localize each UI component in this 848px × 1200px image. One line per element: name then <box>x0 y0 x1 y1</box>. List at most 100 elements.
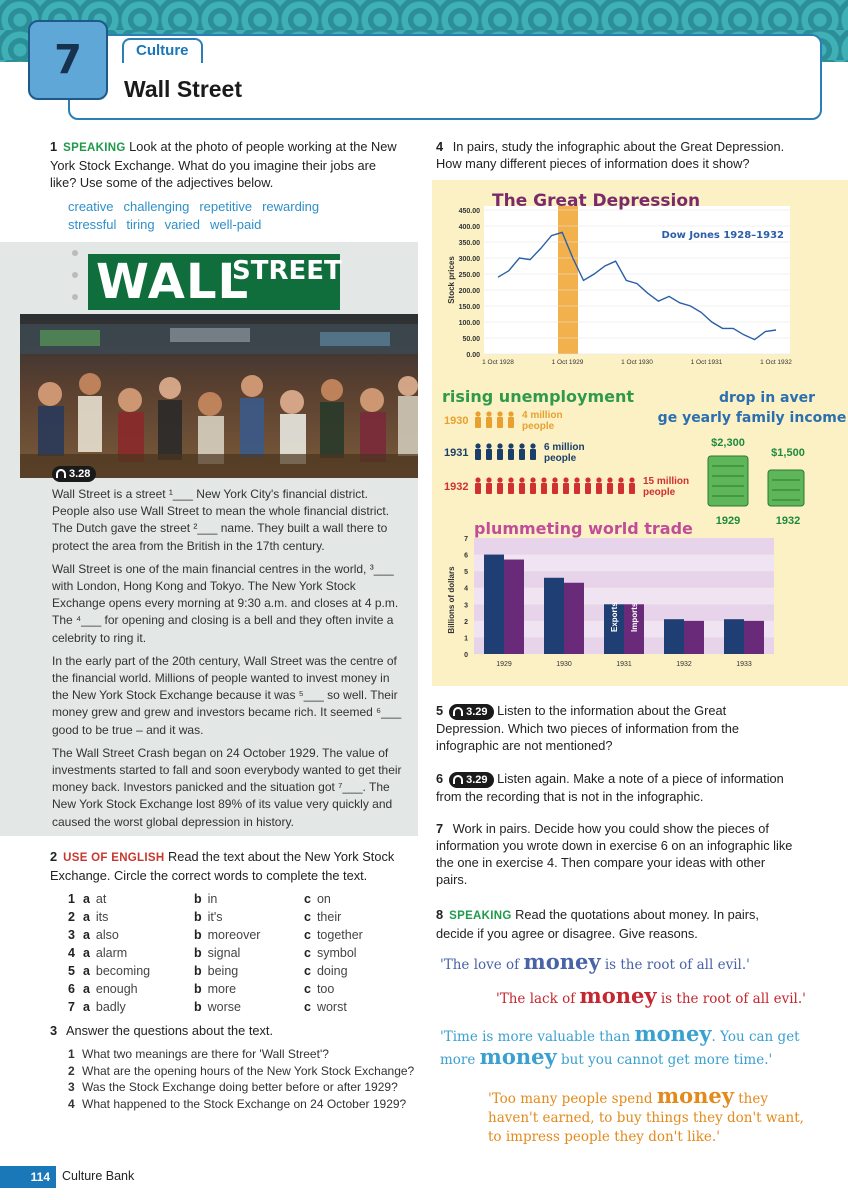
option-c[interactable]: c on <box>304 892 331 906</box>
exercise-instruction: In pairs, study the infographic about th… <box>436 139 785 171</box>
option-row: 5 a becoming b being c doing <box>68 962 408 980</box>
infographic-svg: 0.00 50.00 100.00 150.00 200.00 250.00 300.00 3… <box>442 191 846 668</box>
option-b[interactable]: b more <box>194 982 237 996</box>
exercise-number: 4 <box>436 139 444 154</box>
person-icon <box>519 443 525 460</box>
audio-track-badge[interactable]: 3.29 <box>449 704 494 720</box>
bar-chart-x-tick: 1930 <box>556 661 572 668</box>
option-b[interactable]: b being <box>194 964 239 978</box>
option-c[interactable]: c together <box>304 928 363 942</box>
bar-chart-x-tick: 1929 <box>496 661 512 668</box>
exercise-instruction: Read the quotations about money. In pair… <box>436 907 759 941</box>
person-icon <box>475 477 481 494</box>
exercise-2: 2 USE OF ENGLISH Read the text about the … <box>50 848 410 884</box>
exercise-number: 6 <box>436 771 444 786</box>
question-text: What are the opening hours of the New Yo… <box>82 1063 415 1078</box>
option-row: 4 a alarm b signal c symbol <box>68 944 408 962</box>
option-a[interactable]: 4 a alarm <box>68 946 128 960</box>
stock-prices-axis-label: Stock prices <box>447 256 456 304</box>
trade-bar-exports <box>484 554 504 654</box>
bar-chart-y-tick: 6 <box>464 553 468 560</box>
audio-track-number: 3.28 <box>69 468 91 480</box>
unemployment-year: 1931 <box>444 447 468 459</box>
bar-chart-y-tick: 1 <box>464 635 468 642</box>
adjective: challenging <box>123 199 190 214</box>
unemployment-label: 15 million <box>643 476 689 487</box>
person-icon <box>552 477 558 494</box>
trade-bar-exports <box>724 619 744 654</box>
line-chart-y-tick: 400.00 <box>459 224 481 231</box>
option-a[interactable]: 2 a its <box>68 910 109 924</box>
option-row: 6 a enough b more c too <box>68 980 408 998</box>
income-1932-value: $1,500 <box>771 447 805 459</box>
bar-chart-y-tick: 2 <box>464 619 468 626</box>
person-icon <box>508 443 514 460</box>
person-icon <box>541 477 547 494</box>
exercise-label: SPEAKING <box>63 142 126 154</box>
page-number: 114 <box>0 1166 56 1188</box>
comprehension-questions: 1 What two meanings are there for 'Wall S… <box>68 1046 418 1112</box>
exercise-instruction: Work in pairs. Decide how you could show… <box>436 821 793 887</box>
bar-chart-y-tick: 5 <box>464 569 468 576</box>
exports-series-label: Exports <box>610 602 619 632</box>
option-b[interactable]: b in <box>194 892 218 906</box>
audio-track-badge[interactable]: 3.29 <box>449 772 494 788</box>
person-icon <box>618 477 624 494</box>
person-icon <box>497 411 503 428</box>
person-icon <box>563 477 569 494</box>
unemployment-title: rising unemployment <box>442 387 634 406</box>
adjective-list: creative challenging repetitive rewarding s… <box>68 198 368 234</box>
option-c[interactable]: c symbol <box>304 946 357 960</box>
exercise-instruction: Read the text about the New York Stock E… <box>50 849 395 883</box>
article-paragraph: In the early part of the 20th century, W… <box>52 653 402 737</box>
option-row: 3 a also b moreover c together <box>68 926 408 944</box>
adjective: repetitive <box>199 199 253 214</box>
trade-axis-label: Billions of dollars <box>447 566 456 634</box>
exercise-8: 8 SPEAKING Read the quotations about mone… <box>436 906 796 942</box>
footer-label: Culture Bank <box>62 1169 135 1183</box>
option-a[interactable]: 1 a at <box>68 892 107 906</box>
trading-floor-illustration <box>20 314 418 478</box>
article-paragraph: The Wall Street Crash began on 24 Octobe… <box>52 745 402 829</box>
headphones-icon <box>453 707 464 716</box>
person-icon <box>519 477 525 494</box>
person-icon <box>475 411 481 428</box>
option-c[interactable]: c too <box>304 982 335 996</box>
person-icon <box>574 477 580 494</box>
unemployment-label: 4 million <box>522 410 563 421</box>
option-a[interactable]: 6 a enough <box>68 982 138 996</box>
option-c[interactable]: c worst <box>304 1000 347 1014</box>
option-b[interactable]: b worse <box>194 1000 241 1014</box>
option-b[interactable]: b moreover <box>194 928 261 942</box>
option-a[interactable]: 7 a badly <box>68 1000 126 1014</box>
crash-highlight-band <box>558 206 578 354</box>
trade-bar-imports <box>564 582 584 654</box>
line-chart-y-tick: 150.00 <box>459 304 481 311</box>
quote-lack-of-money: 'The lack of money is the root of all ev… <box>496 983 806 1008</box>
line-chart-x-tick: 1 Oct 1928 <box>482 359 514 366</box>
exercise-number: 5 <box>436 703 444 718</box>
option-b[interactable]: b it's <box>194 910 223 924</box>
option-a[interactable]: 3 a also <box>68 928 119 942</box>
adjective: creative <box>68 199 114 214</box>
line-chart-y-tick: 100.00 <box>459 320 481 327</box>
audio-track-badge[interactable]: 3.28 <box>52 466 97 482</box>
adjective: tiring <box>126 217 155 232</box>
infographic-title: The Great Depression <box>492 191 700 211</box>
line-chart-y-tick: 0.00 <box>466 352 480 359</box>
line-chart-y-tick: 200.00 <box>459 288 481 295</box>
person-icon <box>475 443 481 460</box>
option-a[interactable]: 5 a becoming <box>68 964 151 978</box>
bar-chart-y-tick: 7 <box>464 536 468 543</box>
exercise-instruction: Look at the photo of people working at t… <box>50 139 397 190</box>
adjective: stressful <box>68 217 117 232</box>
option-c[interactable]: c their <box>304 910 342 924</box>
trade-bar-imports <box>504 559 524 654</box>
person-icon <box>486 443 492 460</box>
option-b[interactable]: b signal <box>194 946 241 960</box>
question-number: 4 <box>68 1096 75 1111</box>
question-number: 1 <box>68 1047 75 1061</box>
unemployment-year: 1930 <box>444 415 468 427</box>
unemployment-label: people <box>522 421 555 432</box>
option-c[interactable]: c doing <box>304 964 348 978</box>
